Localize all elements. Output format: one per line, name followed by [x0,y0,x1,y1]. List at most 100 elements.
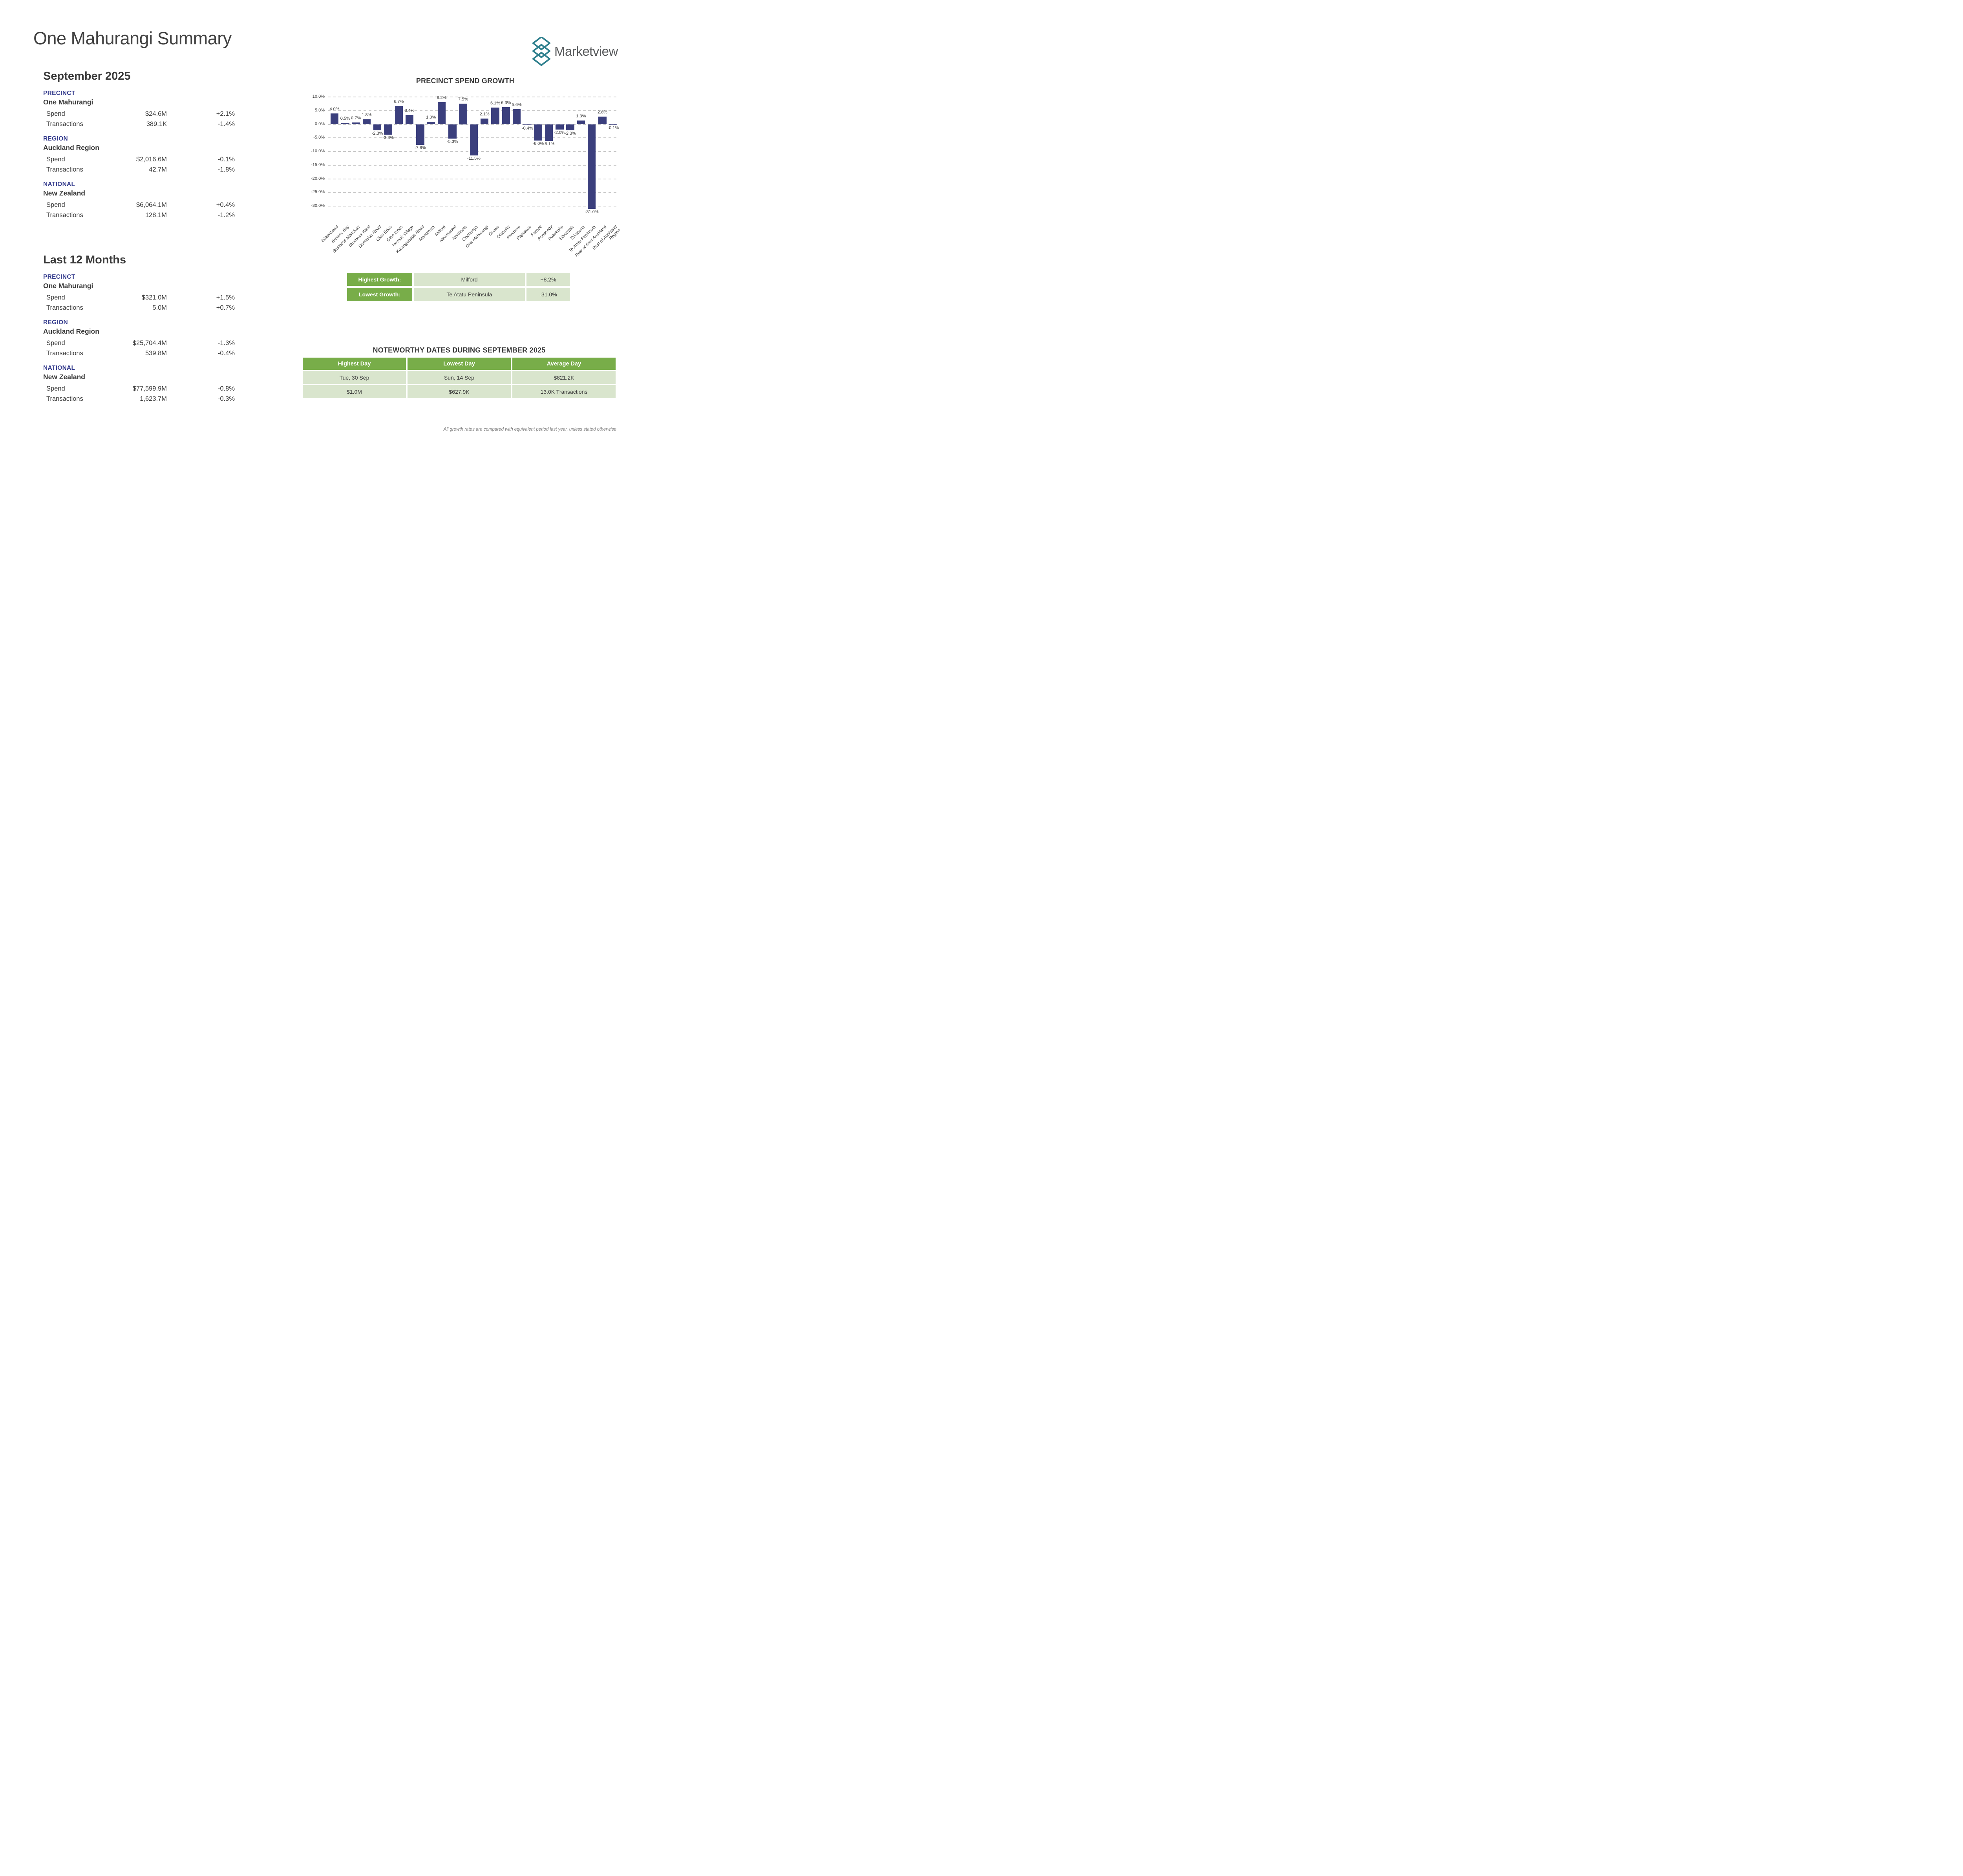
metric-value: $24.6M [145,110,167,117]
metric-label: Spend [46,294,65,301]
metric-rows: Spend $6,064.1M +0.4% Transactions 128.1M -1.… [43,200,236,220]
metric-change: +0.4% [216,201,235,208]
bar-value-label: 6.7% [394,99,404,104]
report-page: One Mahurangi Summary Marketview Septemb… [0,0,663,469]
bar-value-label: -0.4% [522,126,533,131]
chart-bar [330,113,339,124]
chart-gridline [328,164,618,166]
metric-row: Spend $77,599.9M -0.8% [43,384,236,394]
brand-name: Marketview [554,44,618,58]
y-axis-tick-label: 5.0% [314,108,325,113]
footnote: All growth rates are compared with equiv… [443,427,616,432]
growth-extremes-table: Highest Growth: Milford +8.2% Lowest Growth… [347,273,570,301]
chart-bar [416,124,424,145]
chart-bar [427,121,435,124]
bar-value-label: 8.2% [437,95,447,100]
noteworthy-header-cell: Highest Day [303,358,406,370]
noteworthy-header-cell: Average Day [512,358,616,370]
metric-change: -1.8% [218,166,235,173]
bar-value-label: 2.1% [479,111,490,117]
metric-change: -0.3% [218,395,235,402]
chart-bar [534,124,542,141]
metric-value: $2,016.6M [136,156,167,163]
metric-row: Spend $25,704.4M -1.3% [43,338,236,348]
summary-group: REGION Auckland Region Spend $2,016.6M -0.1%… [43,135,236,175]
bar-value-label: -3.8% [382,135,394,140]
precinct-spend-growth-chart: PRECINCT SPEND GROWTH 10.0% 5.0% 0.0% -5.0%… [306,75,624,310]
metric-change: -1.3% [218,340,235,347]
metric-label: Spend [46,385,65,392]
noteworthy-dates-table: Highest Day Lowest Day Average Day Tue, 30 … [303,358,616,398]
chart-bar [598,117,607,124]
bar-value-label: -2.3% [371,131,383,136]
metric-value: 128.1M [145,212,167,219]
metric-label: Spend [46,110,65,117]
growth-row-label: Lowest Growth: [347,288,412,301]
summary-section-last-12-months: Last 12 Months PRECINCT One Mahurangi Spend… [43,254,236,409]
chart-bar [512,109,521,124]
metric-label: Spend [46,156,65,163]
summary-group: NATIONAL New Zealand Spend $77,599.9M -0.8% T… [43,364,236,404]
y-axis-tick-label: 10.0% [312,94,325,99]
chart-bar [448,124,457,139]
bar-value-label: -31.0% [585,209,599,214]
metric-rows: Spend $25,704.4M -1.3% Transactions 539.8M -0… [43,338,236,358]
metric-change: -0.1% [218,156,235,163]
metric-label: Transactions [46,350,83,357]
bar-value-label: -0.1% [607,125,619,130]
metric-value: 389.1K [146,121,167,128]
metric-label: Transactions [46,395,83,402]
metric-value: $25,704.4M [132,340,167,347]
area-name: Auckland Region [43,327,99,335]
metric-change: +0.7% [216,304,235,311]
noteworthy-cell: $821.2K [512,371,616,384]
metric-change: -1.4% [218,121,235,128]
noteworthy-cell: 13.0K Transactions [512,385,616,398]
bar-value-label: 1.0% [426,115,436,120]
metric-change: -0.4% [218,350,235,357]
bar-value-label: 3.4% [404,108,415,113]
chart-bar [405,115,414,124]
noteworthy-cell: Sun, 14 Sep [408,371,511,384]
chart-bar [395,106,403,124]
growth-area-name: Milford [414,273,525,286]
bar-value-label: -2.0% [554,130,565,135]
scope-label: PRECINCT [43,274,75,280]
noteworthy-cell: $627.9K [408,385,511,398]
chart-bar [587,124,596,209]
section-heading: Last 12 Months [43,254,126,266]
metric-value: 539.8M [145,350,167,357]
bar-value-label: -7.6% [415,146,426,151]
bar-value-label: 6.3% [501,100,511,105]
summary-group: NATIONAL New Zealand Spend $6,064.1M +0.4% Tr… [43,180,236,220]
chart-bar [502,107,510,124]
marketview-diamonds-icon [532,37,550,66]
metric-change: -0.8% [218,385,235,392]
y-axis-tick-label: 0.0% [314,121,325,126]
y-axis-tick-label: -20.0% [311,176,325,181]
noteworthy-title: NOTEWORTHY DATES DURING SEPTEMBER 2025 [373,346,546,354]
metric-rows: Spend $2,016.6M -0.1% Transactions 42.7M -1.8… [43,154,236,175]
chart-bar [384,124,392,135]
chart-bar [352,122,360,124]
bar-value-label: -5.3% [446,139,458,144]
chart-bar [491,108,499,124]
chart-bar [480,118,489,124]
metric-row: Transactions 42.7M -1.8% [43,164,236,175]
metric-row: Transactions 1,623.7M -0.3% [43,394,236,404]
chart-gridline [328,110,618,111]
area-name: One Mahurangi [43,282,93,290]
metric-value: 42.7M [149,166,167,173]
marketview-logo: Marketview [532,37,618,66]
metric-label: Transactions [46,166,83,173]
scope-label: NATIONAL [43,365,75,371]
bar-value-label: 5.6% [512,102,522,107]
scope-label: REGION [43,319,68,326]
chart-bar [373,124,382,131]
summary-section-september: September 2025 PRECINCT One Mahurangi Spend… [43,70,236,226]
chart-bar [556,124,564,130]
metric-label: Spend [46,201,65,208]
section-heading: September 2025 [43,70,131,82]
metric-rows: Spend $24.6M +2.1% Transactions 389.1K -1.4% [43,109,236,129]
scope-label: REGION [43,135,68,142]
